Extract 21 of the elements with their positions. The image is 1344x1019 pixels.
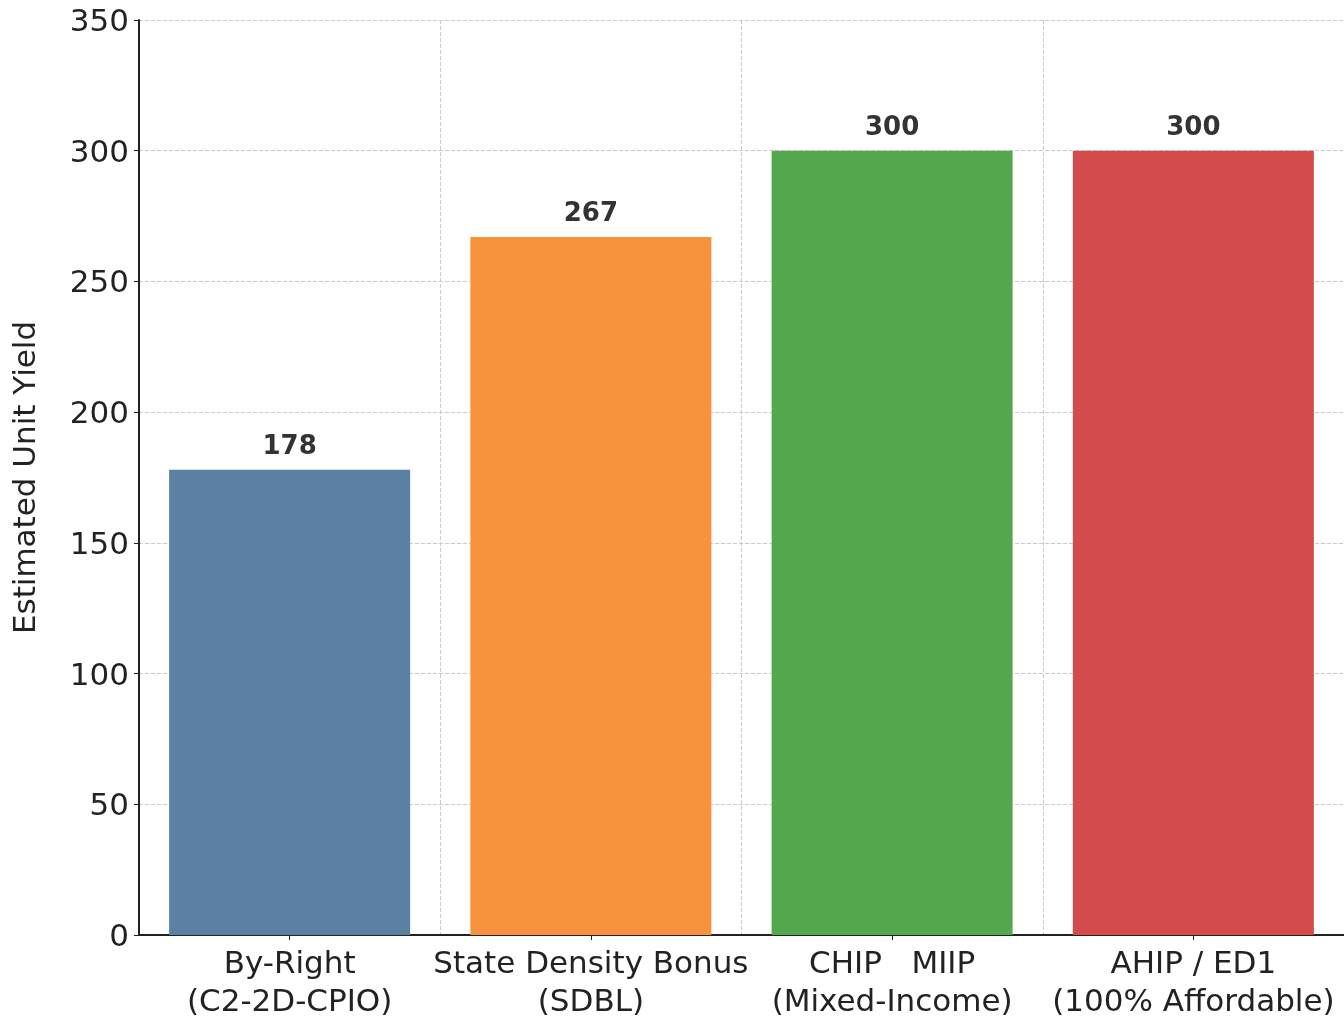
y-tick-label: 150 xyxy=(69,524,129,561)
x-tick-label: AHIP / ED1 (100% Affordable) xyxy=(1052,944,1335,1018)
data-label: 300 xyxy=(1166,110,1221,141)
x-tick-label: By-Right (C2-2D-CPIO) xyxy=(186,944,393,1018)
bar xyxy=(470,236,712,935)
y-tick-label: 0 xyxy=(109,917,129,953)
bar xyxy=(169,469,411,935)
y-tick-label: 50 xyxy=(89,786,129,823)
x-tick-label: CHIP MIIP (Mixed-Income) xyxy=(771,944,1013,1018)
y-axis-title: Estimated Unit Yield xyxy=(5,320,42,635)
data-label: 178 xyxy=(262,429,317,460)
data-label: 300 xyxy=(864,110,920,141)
y-tick-label: 350 xyxy=(69,2,129,38)
y-tick-label: 200 xyxy=(69,394,129,431)
bar xyxy=(1072,150,1314,935)
x-tick-label: State Density Bonus (SDBL) xyxy=(433,944,749,1018)
bar xyxy=(771,150,1013,935)
y-tick-label: 100 xyxy=(69,655,129,692)
y-tick-label: 300 xyxy=(69,132,129,169)
data-label: 267 xyxy=(563,196,619,227)
y-tick-label: 250 xyxy=(69,263,129,300)
